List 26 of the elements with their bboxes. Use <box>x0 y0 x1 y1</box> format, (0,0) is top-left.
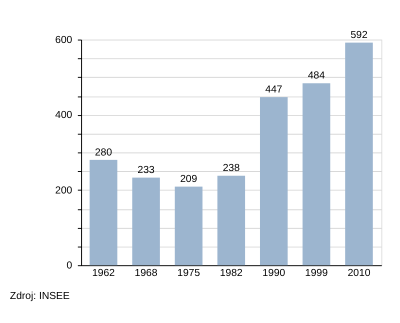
y-tick-label: 200 <box>55 185 73 196</box>
bar <box>345 42 373 266</box>
data-label: 447 <box>265 84 283 96</box>
text: Zdroj: INSEE <box>10 290 70 302</box>
bar <box>260 97 288 266</box>
x-tick-label: 1962 <box>92 268 116 279</box>
x-tick-label: 1968 <box>134 268 158 279</box>
data-label: 592 <box>350 30 368 41</box>
x-tick-label: 1975 <box>177 268 200 279</box>
bar <box>90 160 118 266</box>
x-tick-label: 2010 <box>348 268 371 279</box>
x-tick-label: 1990 <box>262 268 286 279</box>
data-label: 280 <box>94 147 112 158</box>
y-tick-label: 400 <box>55 110 73 122</box>
bar <box>302 83 330 266</box>
bar <box>217 176 246 266</box>
bar <box>174 186 202 266</box>
x-tick-label: 1982 <box>220 268 243 279</box>
data-label: 484 <box>308 70 326 82</box>
data-label: 238 <box>222 163 240 174</box>
data-label: 233 <box>138 164 155 176</box>
data-label: 209 <box>180 174 198 185</box>
bar <box>132 178 160 266</box>
y-tick-label: 600 <box>55 34 73 46</box>
y-tick-label: 0 <box>66 260 73 272</box>
x-tick-label: 1999 <box>305 268 328 279</box>
